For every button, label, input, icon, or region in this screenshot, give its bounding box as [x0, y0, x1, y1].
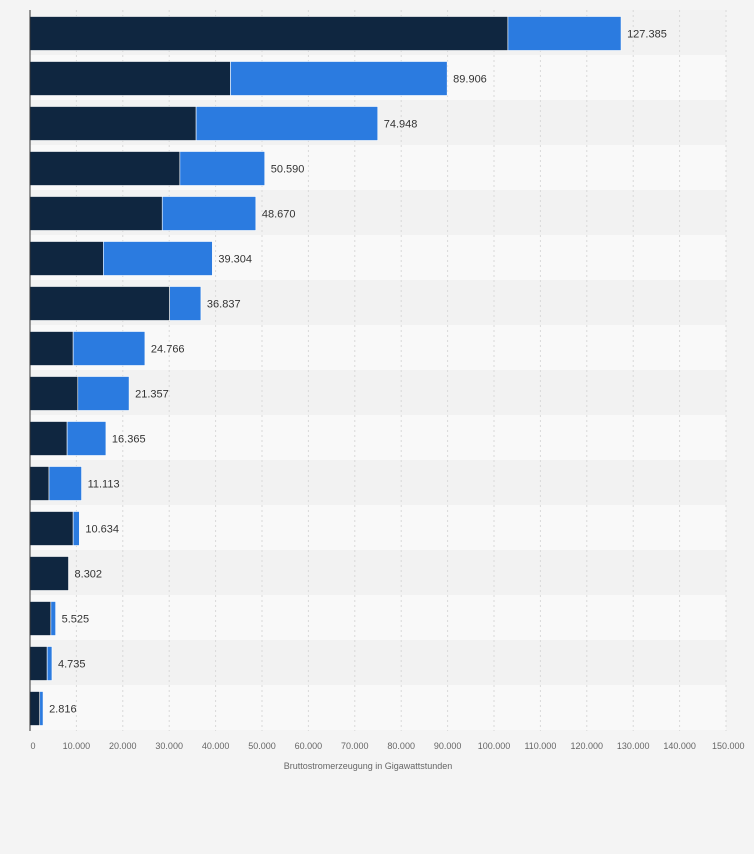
data-label: 89.906 [453, 74, 487, 86]
x-tick-label: 80.000 [387, 741, 415, 751]
data-label: 10.634 [85, 524, 119, 536]
bar-segment[interactable] [179, 151, 266, 186]
bar-segment[interactable] [29, 16, 509, 51]
x-tick-label: 0 [30, 741, 35, 751]
bar-segment[interactable] [39, 691, 44, 726]
bar-segment[interactable] [161, 196, 257, 231]
data-label: 2.816 [49, 704, 77, 716]
x-tick-label: 20.000 [109, 741, 137, 751]
bar-segment[interactable] [169, 286, 202, 321]
bar-segment[interactable] [507, 16, 622, 51]
x-tick-label: 40.000 [202, 741, 230, 751]
x-tick-label: 150.000 [712, 741, 745, 751]
x-axis-title: Bruttostromerzeugung in Gigawattstunden [284, 761, 453, 771]
x-tick-label: 70.000 [341, 741, 369, 751]
bar-segment[interactable] [29, 61, 231, 96]
x-tick-label: 100.000 [478, 741, 511, 751]
data-label: 74.948 [384, 119, 418, 131]
x-tick-label: 60.000 [295, 741, 323, 751]
bar-segment[interactable] [29, 376, 79, 411]
bar-segment[interactable] [29, 511, 74, 546]
row-band [30, 685, 726, 730]
bar-segment[interactable] [29, 241, 104, 276]
row-band [30, 640, 726, 685]
row-band [30, 415, 726, 460]
data-label: 48.670 [262, 209, 296, 221]
data-label: 50.590 [271, 164, 305, 176]
x-tick-label: 30.000 [155, 741, 183, 751]
bar-segment[interactable] [29, 106, 197, 141]
bar-segment[interactable] [230, 61, 448, 96]
bar-segment[interactable] [195, 106, 379, 141]
bar-segment[interactable] [72, 511, 80, 546]
value-labels: 127.385 89.906 74.948 50.590 48.670 39.304 36.… [49, 29, 667, 716]
bar-segment[interactable] [29, 466, 50, 501]
row-band [30, 550, 726, 595]
data-label: 8.302 [75, 569, 103, 581]
bar-segment[interactable] [77, 376, 130, 411]
bars [29, 16, 622, 726]
bar-segment[interactable] [29, 196, 163, 231]
row-band [30, 370, 726, 415]
bar-segment[interactable] [29, 331, 74, 366]
bar-segment[interactable] [29, 691, 41, 726]
bar-segment[interactable] [103, 241, 213, 276]
data-label: 39.304 [218, 254, 252, 266]
data-label: 4.735 [58, 659, 86, 671]
x-tick-label: 140.000 [663, 741, 696, 751]
data-label: 127.385 [627, 29, 667, 41]
bar-segment[interactable] [46, 646, 53, 681]
bar-segment[interactable] [29, 601, 52, 636]
bar-segment[interactable] [48, 466, 82, 501]
bar-segment[interactable] [29, 151, 181, 186]
x-tick-label: 130.000 [617, 741, 650, 751]
bar-segment[interactable] [50, 601, 56, 636]
bar-segment[interactable] [29, 286, 170, 321]
x-tick-label: 50.000 [248, 741, 276, 751]
x-tick-label: 120.000 [571, 741, 604, 751]
data-label: 16.365 [112, 434, 146, 446]
x-tick-label: 10.000 [63, 741, 91, 751]
bar-segment[interactable] [72, 331, 146, 366]
data-label: 11.113 [88, 479, 120, 491]
x-axis-ticks: 0 10.000 20.000 30.000 40.000 50.000 60.000 70.… [30, 741, 744, 751]
x-tick-label: 90.000 [434, 741, 462, 751]
bar-segment[interactable] [29, 421, 68, 456]
data-label: 5.525 [62, 614, 90, 626]
bar-segment[interactable] [29, 646, 48, 681]
data-label: 36.837 [207, 299, 241, 311]
data-label: 21.357 [135, 389, 169, 401]
x-tick-label: 110.000 [524, 741, 556, 751]
row-band [30, 460, 726, 505]
bar-segment[interactable] [29, 556, 69, 591]
row-band [30, 325, 726, 370]
row-band [30, 505, 726, 550]
data-label: 24.766 [151, 344, 185, 356]
row-band [30, 595, 726, 640]
bar-segment[interactable] [66, 421, 107, 456]
